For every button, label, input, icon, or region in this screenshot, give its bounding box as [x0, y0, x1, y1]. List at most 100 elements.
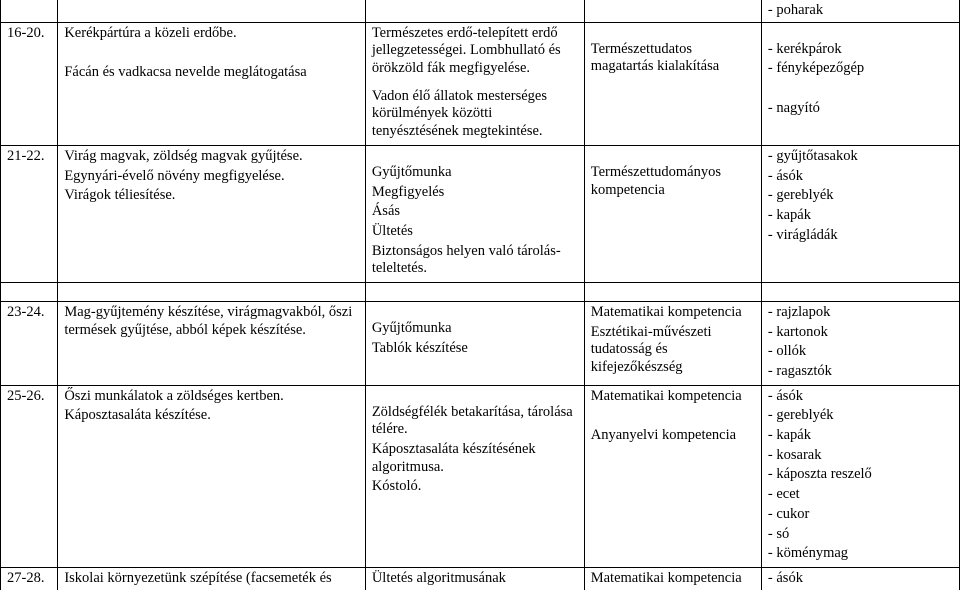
- item-text: - gereblyék: [768, 407, 955, 425]
- cell-desc: Kerékpártúra a közeli erdőbe. Fácán és v…: [58, 22, 366, 145]
- item-text: - köménymag: [768, 545, 955, 563]
- cell-act: Zöldségfélék betakarítása, tárolása télé…: [365, 385, 584, 567]
- cell-items: - poharak: [761, 0, 959, 22]
- comp-text: [591, 407, 757, 425]
- cell-items: - ásók: [761, 567, 959, 589]
- item-text: - ásók: [768, 388, 955, 406]
- cell-act: Természetes erdő-telepített erdő jellegz…: [365, 22, 584, 145]
- item-text: - gereblyék: [768, 187, 955, 205]
- cell-items: - rajzlapok - kartonok - ollók - ragaszt…: [761, 301, 959, 385]
- desc-text: Egynyári-évelő növény megfigyelése.: [64, 168, 361, 186]
- cell-act: Gyűjtőmunka Megfigyelés Ásás Ültetés Biz…: [365, 145, 584, 282]
- item-text: - ragasztók: [768, 363, 955, 381]
- cell-num: [1, 282, 58, 301]
- item-text: - só: [768, 526, 955, 544]
- item-text: - ásók: [768, 570, 803, 586]
- desc-text: Kerékpártúra a közeli erdőbe.: [64, 25, 361, 43]
- item-text: - kerékpárok: [768, 41, 955, 59]
- desc-text: Mag-gyűjtemény készítése, virágmagvakból…: [64, 304, 361, 339]
- act-text: Zöldségfélék betakarítása, tárolása télé…: [372, 404, 580, 439]
- act-text: Természetes erdő-telepített erdő jellegz…: [372, 25, 580, 78]
- desc-text: Káposztasaláta készítése.: [64, 407, 361, 425]
- table-row: 25-26. Őszi munkálatok a zöldséges kertb…: [1, 385, 960, 567]
- cell-items: [761, 282, 959, 301]
- num-text: 27-28.: [7, 570, 44, 586]
- table-row: 23-24. Mag-gyűjtemény készítése, virágma…: [1, 301, 960, 385]
- cell-num: 16-20.: [1, 22, 58, 145]
- item-text: [768, 80, 955, 98]
- act-text: Ültetés: [372, 223, 580, 241]
- item-text: - kapák: [768, 207, 955, 225]
- comp-text: Esztétikai-művészeti tudatosság és kifej…: [591, 324, 757, 377]
- desc-text: Virág magvak, zöldség magvak gyűjtése.: [64, 148, 361, 166]
- comp-text: Természettudományos kompetencia: [591, 164, 757, 199]
- table-row: - poharak: [1, 0, 960, 22]
- desc-text: Iskolai környezetünk szépítése (facsemet…: [64, 570, 331, 586]
- act-text: Ültetés algoritmusának: [372, 570, 506, 586]
- comp-text: Természettudatos magatartás kialakítása: [591, 41, 757, 76]
- num-text: 21-22.: [7, 148, 44, 164]
- cell-desc: Mag-gyűjtemény készítése, virágmagvakból…: [58, 301, 366, 385]
- desc-text: Fácán és vadkacsa nevelde meglátogatása: [64, 64, 361, 82]
- act-text: Gyűjtőmunka: [372, 164, 580, 182]
- cell-items: - gyűjtőtasakok - ásók - gereblyék - kap…: [761, 145, 959, 282]
- cell-act: [365, 0, 584, 22]
- desc-text: Őszi munkálatok a zöldséges kertben.: [64, 388, 361, 406]
- item-text: - cukor: [768, 506, 955, 524]
- item-text: - ásók: [768, 168, 955, 186]
- act-text: Gyűjtőmunka: [372, 320, 580, 338]
- item-text: - ollók: [768, 343, 955, 361]
- item-text: - kosarak: [768, 447, 955, 465]
- act-text: Biztonságos helyen való tárolás-teleltet…: [372, 243, 580, 278]
- desc-text: Virágok téliesítése.: [64, 187, 361, 205]
- item-text: - gyűjtőtasakok: [768, 148, 955, 166]
- item-text: - fényképezőgép: [768, 60, 955, 78]
- table-row: 21-22. Virág magvak, zöldség magvak gyűj…: [1, 145, 960, 282]
- item-text: - nagyító: [768, 100, 955, 118]
- item-text: - káposzta reszelő: [768, 466, 955, 484]
- cell-num: [1, 0, 58, 22]
- table-row: 16-20. Kerékpártúra a közeli erdőbe. Fác…: [1, 22, 960, 145]
- comp-text: Matematikai kompetencia: [591, 388, 757, 406]
- act-text: Tablók készítése: [372, 340, 580, 358]
- act-text: Ásás: [372, 203, 580, 221]
- cell-desc: [58, 282, 366, 301]
- cell-comp: Matematikai kompetencia Anyanyelvi kompe…: [584, 385, 761, 567]
- cell-comp: [584, 282, 761, 301]
- cell-comp: Természettudományos kompetencia: [584, 145, 761, 282]
- item-text: - poharak: [768, 2, 823, 18]
- cell-comp: Matematikai kompetencia: [584, 567, 761, 589]
- item-text: - kapák: [768, 427, 955, 445]
- cell-num: 25-26.: [1, 385, 58, 567]
- cell-num: 21-22.: [1, 145, 58, 282]
- cell-items: - kerékpárok - fényképezőgép - nagyító: [761, 22, 959, 145]
- comp-text: Matematikai kompetencia: [591, 570, 742, 586]
- cell-num: 23-24.: [1, 301, 58, 385]
- act-text: Kóstoló.: [372, 478, 580, 496]
- curriculum-table: - poharak 16-20. Kerékpártúra a közeli e…: [0, 0, 960, 590]
- item-text: - virágládák: [768, 227, 955, 245]
- cell-act: [365, 282, 584, 301]
- comp-text: Matematikai kompetencia: [591, 304, 757, 322]
- table-row: [1, 282, 960, 301]
- cell-act: Ültetés algoritmusának: [365, 567, 584, 589]
- cell-desc: Őszi munkálatok a zöldséges kertben. Káp…: [58, 385, 366, 567]
- act-text: Káposztasaláta készítésének algoritmusa.: [372, 441, 580, 476]
- item-text: - ecet: [768, 486, 955, 504]
- num-text: 23-24.: [7, 304, 44, 320]
- act-text: Megfigyelés: [372, 184, 580, 202]
- item-text: - kartonok: [768, 324, 955, 342]
- cell-comp: Matematikai kompetencia Esztétikai-művés…: [584, 301, 761, 385]
- act-text: Vadon élő állatok mesterséges körülménye…: [372, 88, 580, 141]
- comp-text: Anyanyelvi kompetencia: [591, 427, 757, 445]
- item-text: - rajzlapok: [768, 304, 955, 322]
- num-text: 25-26.: [7, 388, 44, 404]
- cell-desc: [58, 0, 366, 22]
- num-text: 16-20.: [7, 25, 44, 41]
- cell-num: 27-28.: [1, 567, 58, 589]
- cell-items: - ásók - gereblyék - kapák - kosarak - k…: [761, 385, 959, 567]
- cell-comp: Természettudatos magatartás kialakítása: [584, 22, 761, 145]
- cell-act: Gyűjtőmunka Tablók készítése: [365, 301, 584, 385]
- cell-desc: Iskolai környezetünk szépítése (facsemet…: [58, 567, 366, 589]
- table-row: 27-28. Iskolai környezetünk szépítése (f…: [1, 567, 960, 589]
